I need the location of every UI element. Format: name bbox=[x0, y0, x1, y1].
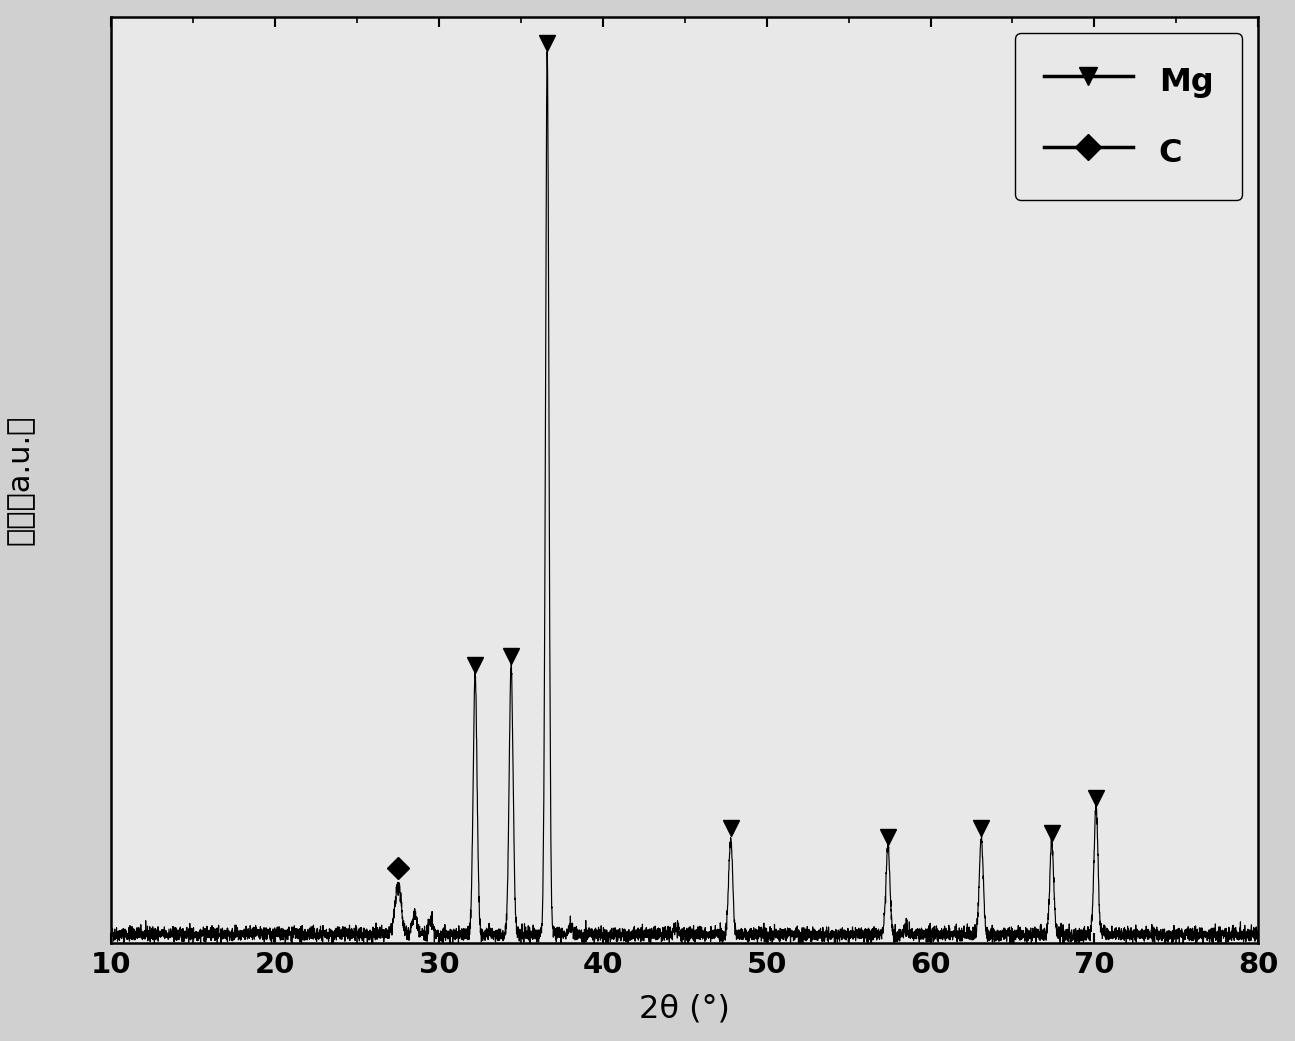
X-axis label: 2θ (°): 2θ (°) bbox=[640, 993, 730, 1024]
Legend: Mg, C: Mg, C bbox=[1015, 32, 1242, 200]
Text: 强度（a.u.）: 强度（a.u.） bbox=[5, 414, 34, 545]
